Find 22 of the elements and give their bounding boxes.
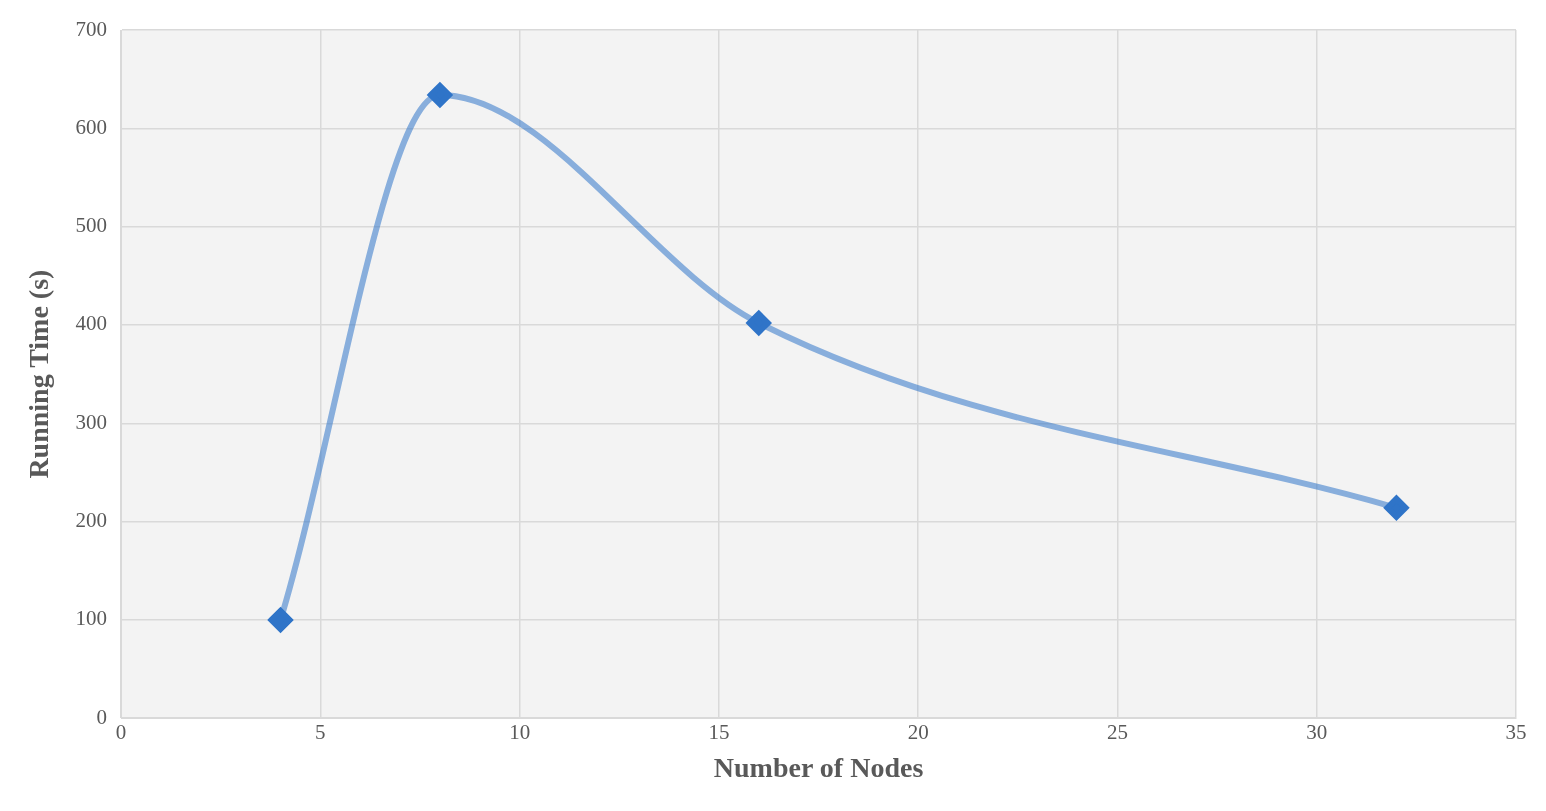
- x-tick-label: 0: [115, 720, 127, 745]
- y-tick-label: 600: [75, 114, 108, 139]
- y-tick-label: 500: [75, 213, 108, 238]
- x-axis-title: Number of Nodes: [713, 752, 924, 784]
- y-tick-label: 100: [75, 606, 108, 631]
- x-tick-label: 25: [1106, 720, 1128, 745]
- y-tick-label: 400: [75, 311, 108, 336]
- y-tick-label: 300: [75, 409, 108, 434]
- y-tick-label: 200: [75, 508, 108, 533]
- point: [1384, 495, 1409, 520]
- x-tick-label: 30: [1306, 720, 1328, 745]
- x-tick-label: 35: [1505, 720, 1527, 745]
- point: [268, 607, 293, 632]
- x-tick-label: 10: [509, 720, 531, 745]
- y-tick-label: 0: [96, 704, 108, 729]
- x-tick-label: 15: [708, 720, 730, 745]
- x-tick-label: 20: [907, 720, 929, 745]
- point: [746, 310, 771, 335]
- x-tick-label: 5: [315, 720, 326, 745]
- point: [427, 82, 452, 107]
- y-axis-title: Running Time (s): [23, 269, 55, 479]
- y-tick-label: 700: [75, 16, 108, 41]
